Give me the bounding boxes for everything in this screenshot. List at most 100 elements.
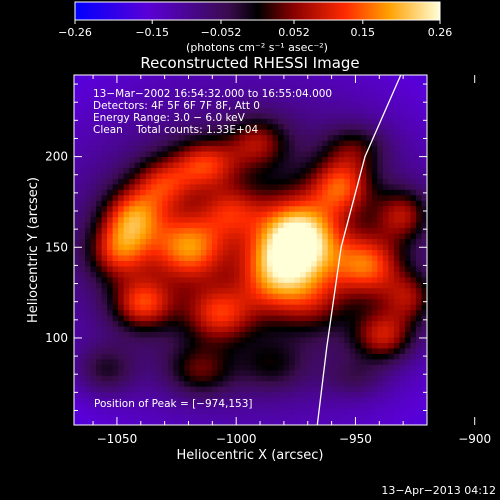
heatmap-cell <box>388 233 395 240</box>
heatmap-cell <box>256 250 262 256</box>
heatmap-cell <box>222 96 229 103</box>
heatmap-cell <box>167 392 174 399</box>
heatmap-cell <box>316 250 323 256</box>
heatmap-cell <box>316 211 323 218</box>
heatmap-cell <box>410 386 417 393</box>
heatmap-cell <box>90 151 97 158</box>
heatmap-cell <box>294 266 301 273</box>
heatmap-cell <box>101 140 108 147</box>
heatmap-cell <box>107 397 114 404</box>
heatmap-cell <box>327 129 334 136</box>
heatmap-cell <box>134 260 141 267</box>
heatmap-cell <box>195 321 202 327</box>
heatmap-cell <box>156 85 163 92</box>
heatmap-cell <box>184 353 191 360</box>
heatmap-cell <box>239 353 246 360</box>
heatmap-cell <box>410 189 417 196</box>
heatmap-cell <box>305 260 312 267</box>
heatmap-cell <box>85 310 91 317</box>
heatmap-cell <box>239 403 246 409</box>
heatmap-cell <box>360 200 367 207</box>
heatmap-cell <box>366 397 373 404</box>
heatmap-cell <box>167 228 174 234</box>
heatmap-cell <box>85 244 91 251</box>
heatmap-cell <box>250 370 257 377</box>
heatmap-cell <box>184 233 191 240</box>
heatmap-cell <box>393 386 400 393</box>
heatmap-cell <box>421 293 427 300</box>
heatmap-cell <box>289 299 296 306</box>
heatmap-cell <box>399 386 406 393</box>
heatmap-cell <box>228 178 235 185</box>
heatmap-cell <box>107 129 114 136</box>
heatmap-cell <box>90 178 97 185</box>
heatmap-cell <box>167 75 174 81</box>
heatmap-cell <box>79 419 86 425</box>
heatmap-cell <box>305 200 312 207</box>
heatmap-cell <box>349 140 356 147</box>
heatmap-cell <box>305 299 312 306</box>
heatmap-cell <box>140 129 147 136</box>
heatmap-cell <box>74 310 80 317</box>
heatmap-cell <box>316 140 323 147</box>
heatmap-cell <box>173 277 180 284</box>
heatmap-cell <box>333 260 340 267</box>
heatmap-cell <box>415 217 422 224</box>
heatmap-cell <box>189 211 196 218</box>
heatmap-cell <box>123 414 130 420</box>
heatmap-cell <box>140 359 147 366</box>
heatmap-cell <box>173 255 180 262</box>
heatmap-cell <box>349 157 356 163</box>
heatmap-cell <box>90 244 97 251</box>
heatmap-cell <box>211 244 218 251</box>
heatmap-cell <box>393 91 400 98</box>
heatmap-cell <box>189 353 196 360</box>
heatmap-cell <box>85 381 91 388</box>
heatmap-cell <box>239 304 246 311</box>
heatmap-cell <box>112 85 119 92</box>
heatmap-cell <box>195 233 202 240</box>
heatmap-cell <box>140 211 147 218</box>
heatmap-cell <box>211 266 218 273</box>
heatmap-cell <box>90 277 97 284</box>
heatmap-cell <box>382 359 389 366</box>
heatmap-cell <box>410 80 417 87</box>
heatmap-cell <box>305 167 312 174</box>
heatmap-cell <box>211 107 218 114</box>
heatmap-cell <box>189 151 196 158</box>
heatmap-cell <box>316 260 323 267</box>
annotation-time-range: 13−Mar−2002 16:54:32.000 to 16:55:04.000 <box>93 88 332 100</box>
heatmap-cell <box>278 315 284 322</box>
heatmap-cell <box>311 195 318 202</box>
heatmap-cell <box>250 348 257 355</box>
heatmap-cell <box>90 233 97 240</box>
heatmap-cell <box>256 135 262 142</box>
heatmap-cell <box>360 124 367 131</box>
heatmap-cell <box>140 96 147 103</box>
heatmap-cell <box>377 75 384 81</box>
heatmap-cell <box>195 75 202 81</box>
heatmap-cell <box>167 200 174 207</box>
heatmap-cell <box>189 239 196 245</box>
heatmap-cell <box>173 353 180 360</box>
heatmap-cell <box>167 348 174 355</box>
heatmap-cell <box>316 135 323 142</box>
heatmap-cell <box>256 370 262 377</box>
heatmap-cell <box>294 337 301 344</box>
heatmap-cell <box>200 260 207 267</box>
heatmap-cell <box>256 178 262 185</box>
heatmap-cell <box>267 310 273 317</box>
heatmap-cell <box>233 85 240 92</box>
heatmap-cell <box>145 140 152 147</box>
heatmap-cell <box>173 408 180 415</box>
heatmap-cell <box>338 359 345 366</box>
heatmap-cell <box>217 370 224 377</box>
heatmap-cell <box>200 337 207 344</box>
heatmap-cell <box>305 386 312 393</box>
heatmap-cell <box>371 135 378 142</box>
heatmap-cell <box>151 178 158 185</box>
heatmap-cell <box>278 189 284 196</box>
heatmap-cell <box>256 124 262 131</box>
heatmap-cell <box>178 206 185 213</box>
heatmap-cell <box>305 255 312 262</box>
